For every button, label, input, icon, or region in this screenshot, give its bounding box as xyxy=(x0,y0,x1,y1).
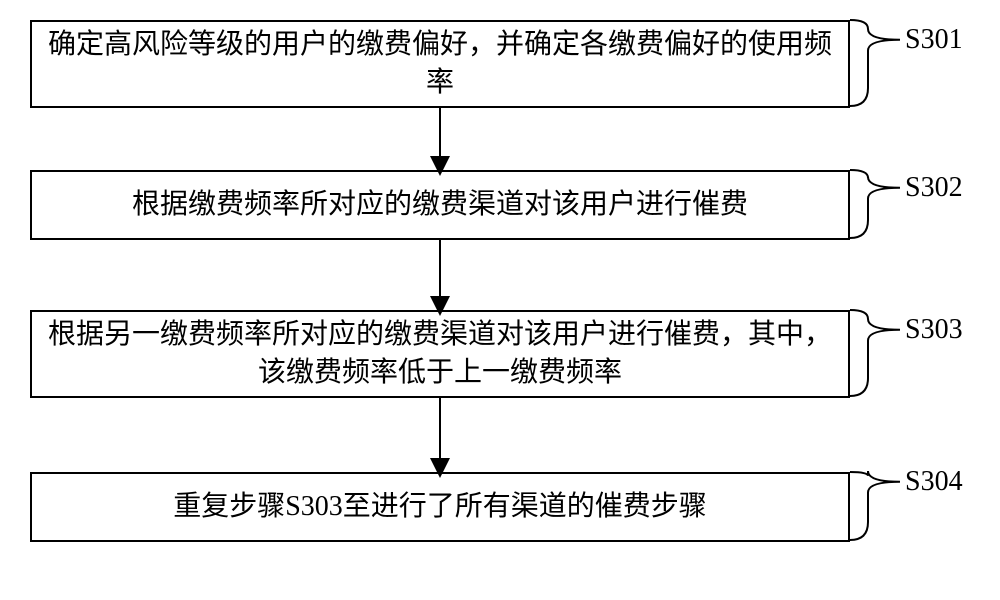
step-text: 根据缴费频率所对应的缴费渠道对该用户进行催费 xyxy=(132,186,748,224)
bracket-s302 xyxy=(850,168,904,242)
step-box-s304: 重复步骤S303至进行了所有渠道的催费步骤 xyxy=(30,472,850,542)
bracket-s301 xyxy=(850,18,904,110)
step-box-s303: 根据另一缴费频率所对应的缴费渠道对该用户进行催费，其中，该缴费频率低于上一缴费频… xyxy=(30,310,850,398)
step-box-s302: 根据缴费频率所对应的缴费渠道对该用户进行催费 xyxy=(30,170,850,240)
step-label-s304: S304 xyxy=(905,466,963,498)
bracket-s303 xyxy=(850,308,904,400)
step-label-s303: S303 xyxy=(905,314,963,346)
flowchart-canvas: 确定高风险等级的用户的缴费偏好，并确定各缴费偏好的使用频率 S301 根据缴费频… xyxy=(0,0,1000,600)
bracket-s304 xyxy=(850,470,904,544)
step-label-s301: S301 xyxy=(905,24,963,56)
step-text: 重复步骤S303至进行了所有渠道的催费步骤 xyxy=(173,488,707,526)
step-text: 确定高风险等级的用户的缴费偏好，并确定各缴费偏好的使用频率 xyxy=(42,26,838,102)
step-text: 根据另一缴费频率所对应的缴费渠道对该用户进行催费，其中，该缴费频率低于上一缴费频… xyxy=(42,316,838,392)
step-label-s302: S302 xyxy=(905,172,963,204)
step-box-s301: 确定高风险等级的用户的缴费偏好，并确定各缴费偏好的使用频率 xyxy=(30,20,850,108)
